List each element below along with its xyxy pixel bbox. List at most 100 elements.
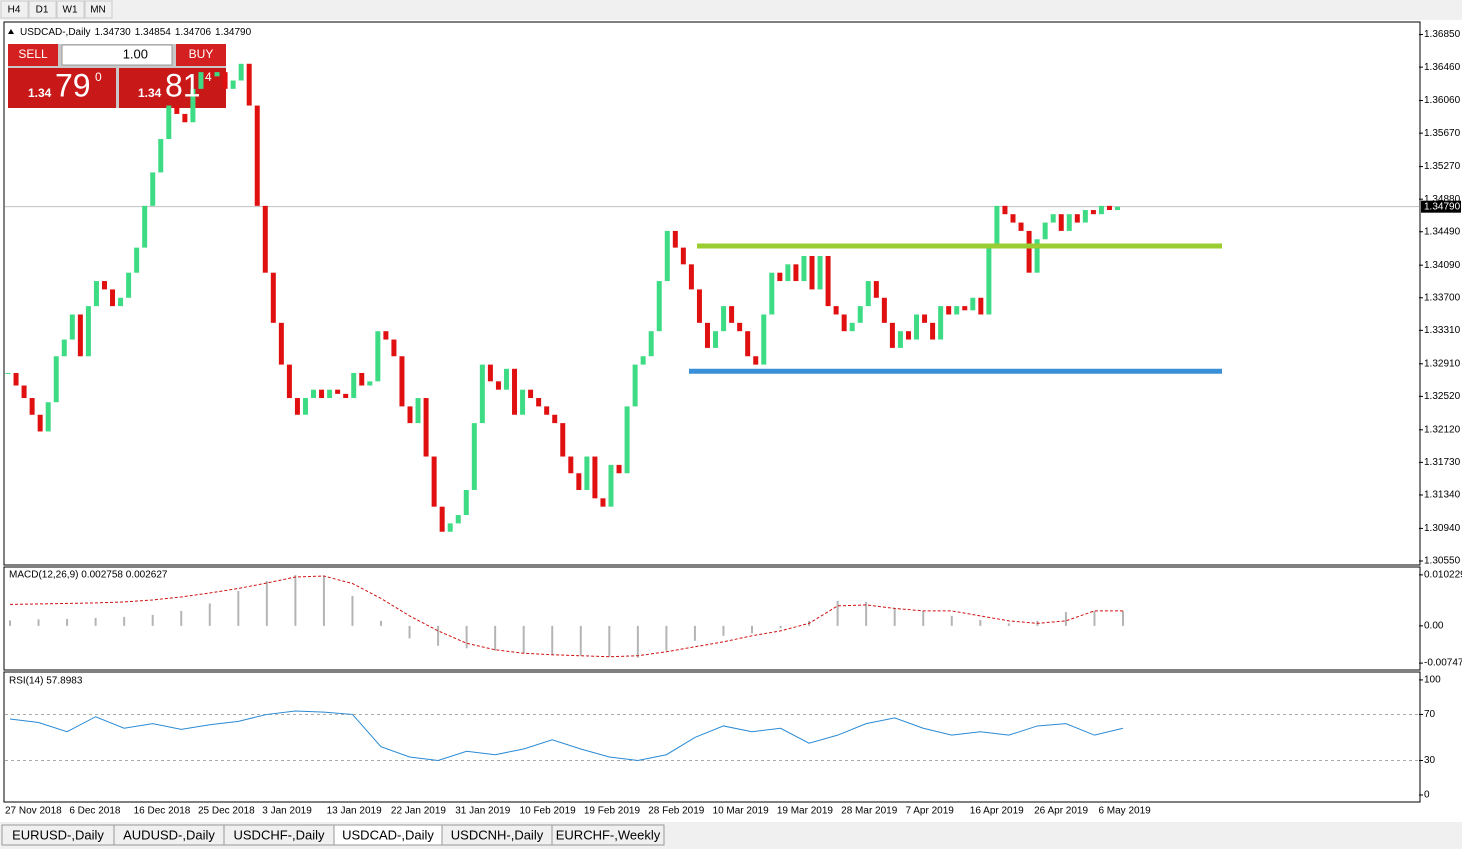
candle [85, 306, 91, 357]
candle [351, 372, 357, 399]
y-tick-label: 1.35670 [1424, 128, 1461, 139]
candle [881, 297, 887, 323]
y-tick-label: 1.33310 [1424, 325, 1461, 336]
rsi-tick-label: 0 [1424, 790, 1430, 801]
tab[interactable]: EURUSD-,Daily [1, 824, 115, 846]
x-tick-label: 6 Dec 2018 [69, 806, 121, 817]
macd-tick-label: 0.010229 [1424, 570, 1462, 581]
y-tick-label: 1.36850 [1424, 29, 1461, 40]
sell-frac: 0 [95, 70, 102, 84]
header-low: 1.34706 [175, 27, 212, 38]
candle [889, 322, 895, 348]
candle [1010, 214, 1016, 223]
candle [61, 339, 67, 357]
candle [158, 138, 164, 173]
y-tick-label: 1.36060 [1424, 95, 1461, 106]
candle [833, 306, 839, 315]
candle [142, 205, 148, 248]
candle [415, 398, 421, 424]
sell-label[interactable]: SELL [18, 47, 48, 61]
tab-label[interactable]: AUDUSD-,Daily [123, 827, 215, 842]
candle [77, 314, 83, 357]
candle [817, 255, 823, 290]
candle [1034, 239, 1040, 273]
tab[interactable]: AUDUSD-,Daily [113, 824, 225, 846]
tab[interactable]: USDCHF-,Daily [223, 824, 335, 846]
candle [994, 205, 1000, 248]
candle [809, 255, 815, 290]
candle [278, 322, 284, 365]
buy-button[interactable] [176, 44, 226, 66]
candle [101, 281, 107, 290]
candle [970, 297, 976, 311]
timeframe-button[interactable] [56, 0, 85, 19]
symbol-header: USDCAD-,Daily 1.34730 1.34854 1.34706 1.3479… [20, 27, 252, 38]
candle [1042, 222, 1048, 240]
rsi-tick-label: 70 [1424, 709, 1436, 720]
y-tick-label: 1.30940 [1424, 523, 1461, 534]
macd-signal [9, 575, 1123, 658]
candle [1090, 210, 1096, 215]
candle [166, 105, 172, 139]
timeframe-button[interactable] [0, 0, 29, 19]
timeframe-button[interactable] [84, 0, 113, 19]
tab[interactable]: EURCHF-,Weekly [551, 824, 665, 846]
y-tick-label: 1.30550 [1424, 556, 1461, 567]
candle [21, 385, 27, 399]
tab[interactable]: USDCNH-,Daily [441, 824, 553, 846]
candle [93, 281, 99, 307]
candle [946, 306, 952, 315]
buy-big: 1.34 [138, 86, 162, 100]
timeframe-label: W1 [63, 5, 78, 16]
candle [198, 72, 204, 89]
candle [914, 314, 920, 340]
candle [954, 306, 960, 315]
candle [327, 389, 333, 399]
candle [254, 105, 260, 206]
candle [873, 281, 879, 298]
candle [311, 389, 317, 399]
candle [134, 247, 140, 273]
tab-bg[interactable] [551, 824, 665, 846]
timeframe-label: D1 [36, 5, 49, 16]
tab-label[interactable]: USDCAD-,Daily [342, 827, 434, 842]
lot-input[interactable] [61, 44, 173, 66]
candle [270, 272, 276, 323]
tab-label[interactable]: USDCNH-,Daily [451, 827, 544, 842]
sell-button[interactable] [8, 44, 58, 66]
candle [150, 172, 156, 206]
tab-label[interactable]: EURCHF-,Weekly [556, 827, 661, 842]
tab-label[interactable]: EURUSD-,Daily [12, 827, 104, 842]
candle [938, 306, 944, 340]
candle [1082, 210, 1088, 223]
candle [118, 297, 124, 307]
candle [190, 88, 196, 123]
buy-label[interactable]: BUY [189, 47, 214, 61]
y-tick-label: 1.32520 [1424, 391, 1461, 402]
candle [367, 381, 373, 386]
candle [375, 331, 381, 382]
y-tick-label: 1.34490 [1424, 226, 1461, 237]
candle [383, 331, 389, 340]
y-tick-label: 1.34090 [1424, 260, 1461, 271]
sell-price[interactable] [8, 68, 116, 108]
candle [230, 80, 236, 89]
tab-label[interactable]: USDCHF-,Daily [234, 827, 326, 842]
candle [552, 414, 558, 424]
candle [986, 247, 992, 315]
candle [238, 63, 244, 81]
timeframe-button[interactable] [28, 0, 57, 19]
lot-value: 1.00 [123, 46, 148, 61]
header-high: 1.34854 [135, 27, 172, 38]
candle [29, 398, 35, 415]
candle [110, 289, 116, 307]
y-tick-label: 1.33700 [1424, 292, 1461, 303]
candle [463, 489, 469, 516]
header-close: 1.34790 [215, 27, 252, 38]
candle [528, 389, 534, 399]
candle [745, 331, 751, 357]
tab[interactable]: USDCAD-,Daily [333, 824, 443, 846]
header-label: USDCAD-,Daily [20, 27, 91, 38]
candle [206, 72, 212, 77]
macd-label: MACD(12,26,9) 0.002758 0.002627 [9, 570, 168, 581]
